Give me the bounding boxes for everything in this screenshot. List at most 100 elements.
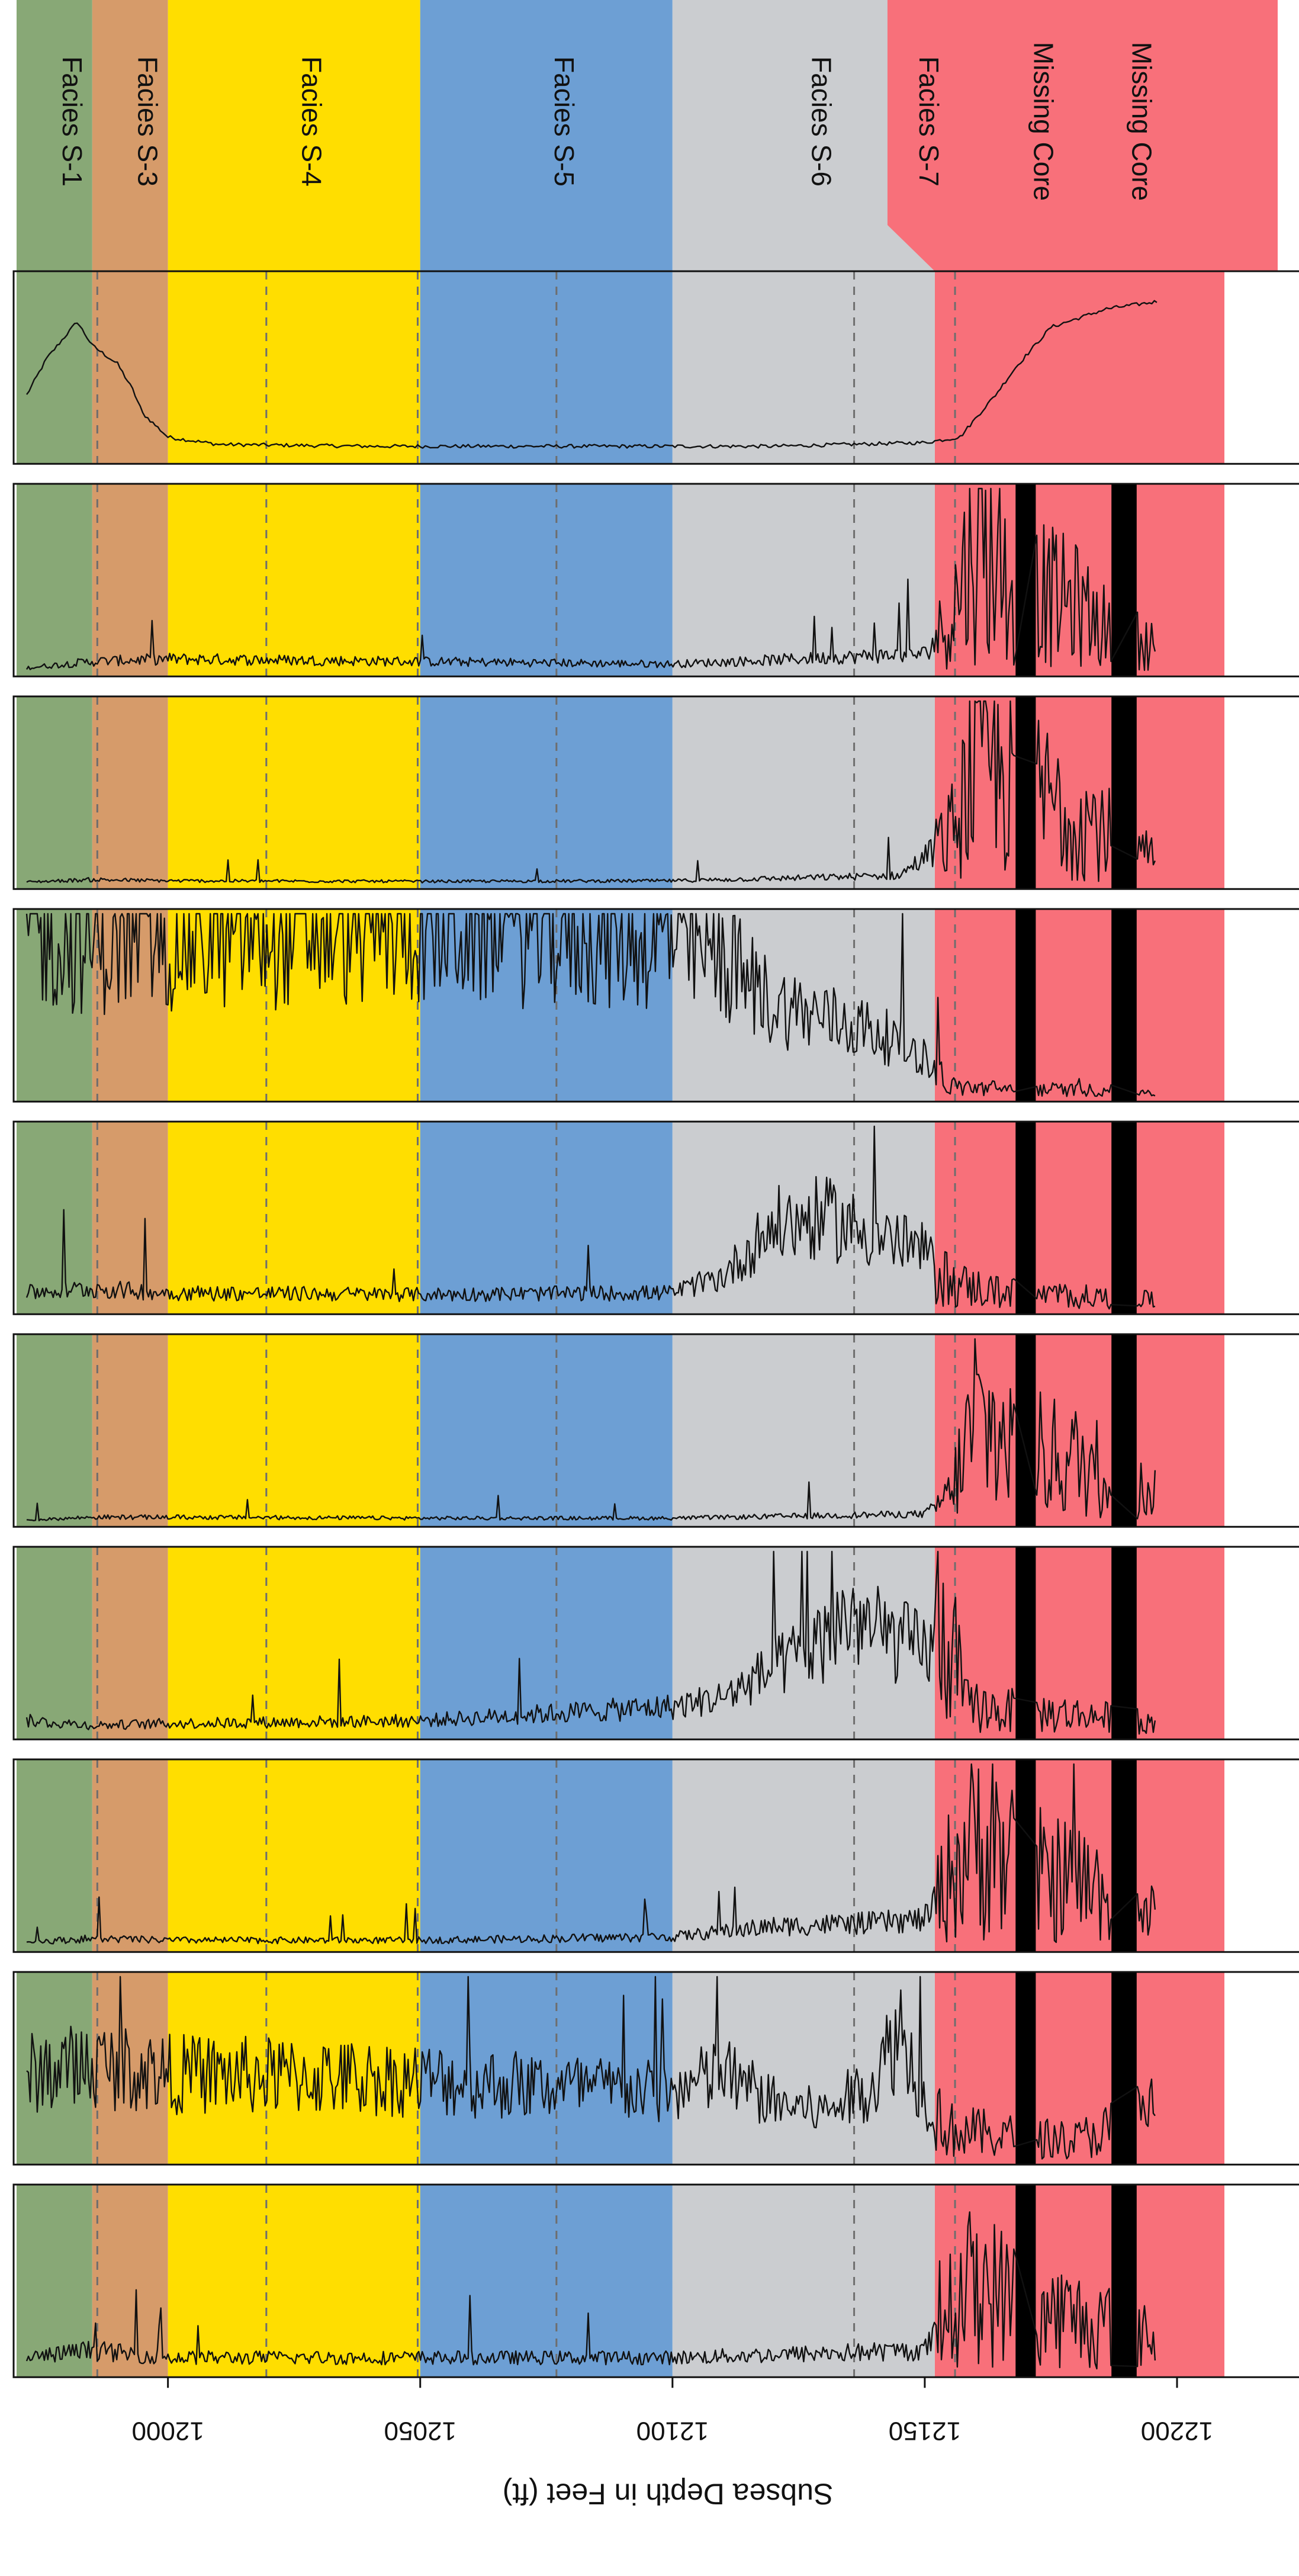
track-frame <box>12 695 1299 890</box>
facies-band <box>168 1759 420 1952</box>
track-mn: 01,500Mn <box>12 1546 1299 1740</box>
facies-label: Facies S-4 <box>297 56 327 187</box>
track-mg: 0150,000Mg <box>12 1120 1299 1315</box>
missing-core-block <box>1015 484 1036 677</box>
facies-band <box>934 1334 1224 1527</box>
track-frame <box>12 1120 1299 1315</box>
facies-band <box>168 484 420 677</box>
facies-header-band <box>17 0 92 271</box>
missing-core-block <box>1015 1334 1036 1527</box>
signal-line <box>26 1976 1156 2160</box>
missing-core-block <box>1111 1759 1137 1952</box>
facies-label: Facies S-6 <box>806 56 837 187</box>
signal-line <box>26 1338 1156 1522</box>
facies-band <box>934 1972 1224 2165</box>
facies-band <box>420 1972 673 2165</box>
depth-axis: 12000 12050 12100 12150 12200 Subsea Depth in… <box>131 2377 1213 2510</box>
facies-band <box>168 2185 420 2378</box>
facies-band <box>17 271 92 464</box>
missing-core-block <box>1111 484 1137 677</box>
facies-band <box>672 696 935 889</box>
facies-header-band <box>887 0 1278 271</box>
facies-band <box>92 484 168 677</box>
track-ca: 200,000Ca <box>12 908 1299 1103</box>
missing-core-block <box>1111 1122 1137 1315</box>
missing-core-block <box>1111 2185 1137 2378</box>
missing-core-label: Missing Core <box>1028 42 1059 201</box>
facies-band <box>17 1759 92 1952</box>
facies-label: Facies S-3 <box>133 56 163 187</box>
track-ti: 04,000Ti <box>12 1333 1299 1528</box>
track-frame <box>12 1333 1299 1528</box>
missing-core-block <box>1111 1334 1137 1527</box>
facies-band <box>92 1759 168 1952</box>
facies-band <box>420 484 673 677</box>
facies-band <box>17 2185 92 2378</box>
facies-band <box>17 484 92 677</box>
facies-band <box>17 1547 92 1740</box>
signal-line <box>25 2211 1156 2370</box>
missing-core-block <box>1015 696 1036 889</box>
signal-line <box>26 700 1156 884</box>
facies-band <box>92 271 168 464</box>
depth-axis-label: Subsea Depth in Feet (ft) <box>503 2477 834 2510</box>
track-frame <box>12 908 1299 1103</box>
track-mo: 01020Mo <box>12 2183 1299 2378</box>
signal-line <box>26 1763 1156 1945</box>
facies-band <box>420 909 673 1102</box>
depth-tick-label: 12000 <box>131 2416 204 2445</box>
facies-band <box>934 909 1224 1102</box>
track-si: 0250,000Si <box>12 695 1299 890</box>
signal-line <box>25 487 1156 672</box>
facies-band <box>672 271 935 464</box>
signal-line <box>25 913 1156 1097</box>
missing-core-block <box>1015 1122 1036 1315</box>
track-frame <box>12 483 1299 677</box>
facies-header-band <box>420 0 673 271</box>
facies-band <box>934 696 1224 889</box>
track-fe: 040,000Fe <box>12 1758 1299 1953</box>
depth-tick-label: 12150 <box>889 2416 961 2445</box>
signal-line <box>25 1125 1156 1310</box>
depth-tick-label: 12200 <box>1141 2416 1213 2445</box>
track-frame <box>12 1546 1299 1740</box>
track-frame <box>12 2183 1299 2378</box>
facies-band <box>420 1122 673 1315</box>
track-frame <box>12 270 1299 465</box>
facies-band <box>92 1547 168 1740</box>
signal-line <box>25 1550 1156 1735</box>
signal-line <box>26 300 1157 449</box>
facies-band <box>420 696 673 889</box>
depth-tick-label: 12100 <box>636 2416 709 2445</box>
facies-band <box>672 1759 935 1952</box>
missing-core-block <box>1015 1759 1036 1952</box>
facies-label: Facies S-5 <box>549 56 580 187</box>
track-api-gamma: API Gamma <box>12 270 1299 465</box>
facies-band <box>420 271 673 464</box>
facies-band <box>168 1334 420 1527</box>
missing-core-block <box>1111 909 1137 1102</box>
track-al: 040,000Al <box>12 483 1299 677</box>
facies-band <box>672 2185 935 2378</box>
facies-label: Facies S-1 <box>57 56 88 187</box>
facies-band <box>672 909 935 1102</box>
missing-core-block <box>1015 2185 1036 2378</box>
facies-band <box>168 271 420 464</box>
facies-band <box>92 696 168 889</box>
missing-core-block <box>1111 1547 1137 1740</box>
facies-band <box>168 1122 420 1315</box>
track-frame <box>12 1971 1299 2166</box>
facies-band <box>92 1122 168 1315</box>
missing-core-label: Missing Core <box>1127 42 1157 201</box>
facies-band <box>17 1334 92 1527</box>
facies-band <box>17 696 92 889</box>
facies-band <box>934 271 1224 464</box>
facies-header-band <box>92 0 168 271</box>
facies-band <box>168 1972 420 2165</box>
missing-core-block <box>1111 1972 1137 2165</box>
facies-label: Facies S-7 <box>914 56 944 187</box>
facies-header: Facies S-1 Facies S-3 Facies S-4 Facies S-5… <box>17 0 1278 271</box>
facies-band <box>168 1547 420 1740</box>
track-frame <box>12 1758 1299 1953</box>
